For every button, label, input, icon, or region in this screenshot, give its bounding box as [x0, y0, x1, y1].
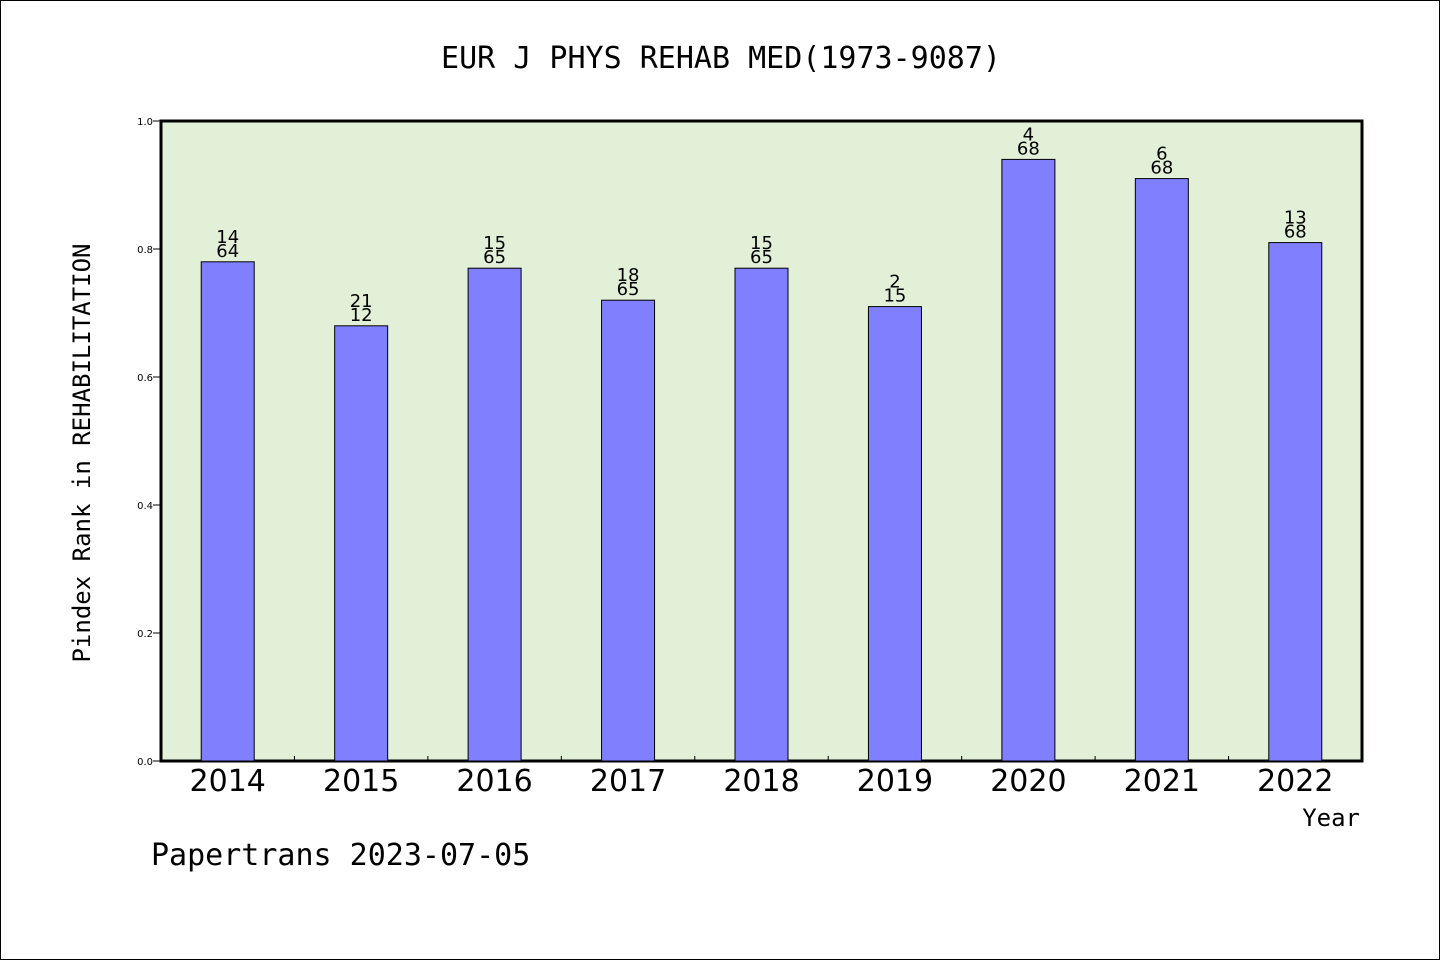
x-tick-label: 2018 — [723, 764, 799, 799]
bars — [200, 158, 1323, 762]
y-tick-label: 0.4 — [137, 501, 153, 512]
bar-rank-label: 2 — [889, 272, 900, 293]
y-tick-label: 0.0 — [137, 757, 153, 768]
bar — [1001, 158, 1056, 762]
bar-total-label: 65 — [483, 247, 506, 268]
x-tick-label: 2017 — [590, 764, 666, 799]
footer-credit: Papertrans 2023-07-05 — [151, 838, 530, 873]
bar-total-label: 68 — [1150, 158, 1173, 179]
bar-rank-label: 15 — [750, 233, 773, 254]
bar — [467, 267, 522, 762]
bar — [867, 306, 922, 762]
bar-rank-label: 14 — [216, 227, 239, 248]
bar — [601, 299, 656, 762]
bar-rank-label: 15 — [483, 233, 506, 254]
bar-total-label: 68 — [1284, 222, 1307, 243]
bar — [734, 267, 789, 762]
y-tick-label: 0.8 — [137, 245, 153, 256]
bar-total-label: 65 — [617, 279, 640, 300]
y-axis-label: Pindex Rank in REHABILITATION — [68, 243, 96, 662]
x-tick-label: 2022 — [1257, 764, 1333, 799]
x-axis: 2014 2015 2016 2017 2018 2019 2020 2021 2022 — [190, 756, 1333, 799]
x-tick-label: 2015 — [323, 764, 399, 799]
x-tick-label: 2021 — [1124, 764, 1200, 799]
bar — [1268, 242, 1323, 762]
bar-total-label: 64 — [216, 241, 239, 262]
bar-total-label: 15 — [883, 286, 906, 307]
bar-total-label: 12 — [350, 305, 373, 326]
y-tick-label: 1.0 — [137, 117, 153, 128]
bar — [334, 325, 389, 762]
x-tick-label: 2014 — [190, 764, 266, 799]
bar-total-label: 68 — [1017, 138, 1040, 159]
y-axis: 0.0 0.2 0.4 0.6 0.8 1.0 — [137, 117, 161, 768]
chart-title: EUR J PHYS REHAB MED(1973-9087) — [441, 41, 1001, 76]
bar-rank-label: 18 — [617, 265, 640, 286]
x-tick-label: 2016 — [456, 764, 532, 799]
bar — [200, 261, 255, 762]
bar-total-label: 65 — [750, 247, 773, 268]
bar — [1134, 178, 1189, 762]
bar-rank-label: 6 — [1156, 144, 1167, 165]
bar-rank-label: 4 — [1023, 124, 1034, 145]
y-tick-label: 0.2 — [137, 629, 153, 640]
y-tick-label: 0.6 — [137, 373, 153, 384]
x-axis-label: Year — [1302, 804, 1360, 832]
bar-rank-label: 13 — [1284, 208, 1307, 229]
x-tick-label: 2020 — [990, 764, 1066, 799]
x-tick-label: 2019 — [857, 764, 933, 799]
bar-rank-label: 21 — [350, 291, 373, 312]
